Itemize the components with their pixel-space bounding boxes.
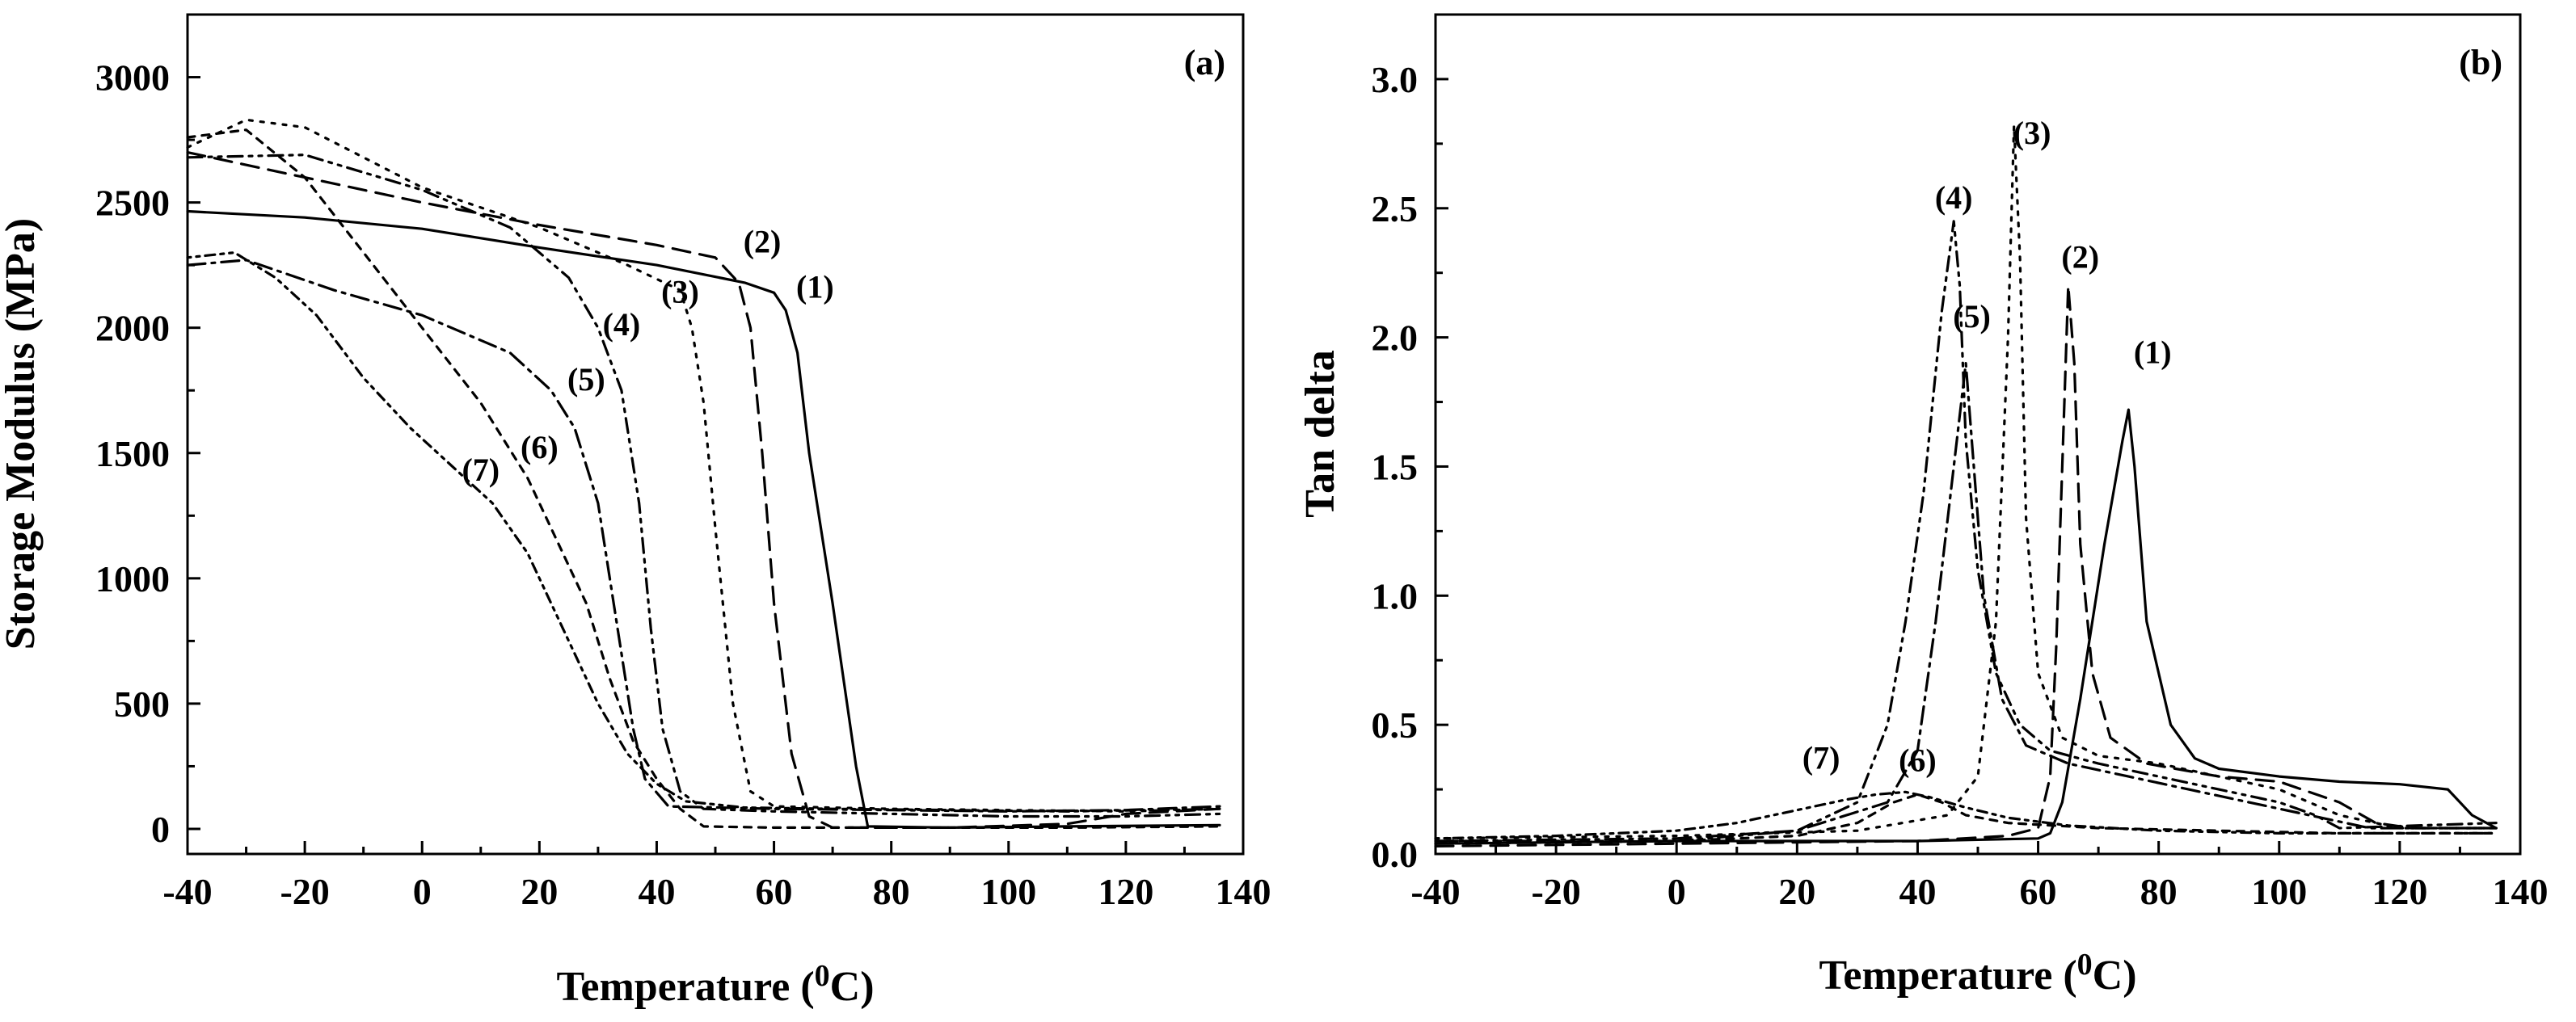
series-label-3: (3) [2013,115,2051,151]
series-line-6 [186,128,1221,829]
x-tick-label: -40 [1410,871,1460,912]
series-line-2 [186,151,1221,829]
y-tick-label: 1000 [95,558,170,599]
series-line-3 [1434,124,2498,840]
x-tick-label: 60 [756,871,793,912]
y-tick-label: 1.5 [1372,446,1419,487]
series-line-4 [1434,220,2498,845]
y-tick-label: 2.0 [1372,318,1419,359]
x-tick-label: 20 [521,871,558,912]
panel-label: (b) [2459,43,2502,82]
series-line-1 [186,209,1221,829]
series-label-5: (5) [1953,298,1991,334]
plot-frame [186,13,1245,856]
series-label-2: (2) [744,224,782,260]
series-label-3: (3) [661,274,699,310]
x-tick-label: 40 [1899,871,1936,912]
plot-frame [1434,13,2522,856]
series-label-4: (4) [603,306,641,343]
series-line-7 [186,251,1221,813]
x-axis-title: Temperature (0C) [1819,948,2136,999]
x-tick-label: 80 [2140,871,2178,912]
y-tick-label: 2500 [95,183,170,224]
x-tick-label: -20 [1531,871,1580,912]
series-line-1 [1434,408,2498,845]
y-tick-label: 0.5 [1372,704,1419,746]
series-label-5: (5) [567,361,605,397]
x-tick-label: 60 [2020,871,2057,912]
x-tick-label: -20 [280,871,329,912]
series-label-7: (7) [1802,740,1840,776]
x-tick-label: 140 [1216,871,1271,912]
x-tick-label: 0 [413,871,432,912]
series-label-4: (4) [1935,179,1973,216]
series-line-7 [1434,790,2498,840]
y-tick-label: 2000 [95,308,170,349]
y-tick-label: 3000 [95,57,170,99]
series-line-4 [186,154,1221,818]
x-tick-label: 100 [980,871,1036,912]
panel-b-tan-delta-chart: -40 -20 0 20 40 60 80 100 120 140 0.0 0.5 1.0 1.5 2.0 2… [1297,13,2549,999]
series-label-2: (2) [2061,238,2099,275]
y-axis-title: Tan delta [1297,350,1343,518]
series-line-6 [1434,793,2498,843]
x-tick-label: 120 [2372,871,2427,912]
series-line-2 [1434,284,2498,847]
series-label-1: (1) [796,268,834,305]
panel-label: (a) [1184,43,1225,82]
x-axis-title: Temperature (0C) [556,959,874,1010]
y-tick-label: 3.0 [1372,59,1419,100]
series-line-5 [186,259,1221,813]
x-tick-label: 80 [873,871,910,912]
x-tick-label: -40 [162,871,212,912]
series-label-1: (1) [2134,334,2172,371]
x-tick-label: 100 [2251,871,2307,912]
x-tick-label: 40 [638,871,675,912]
x-tick-label: 120 [1098,871,1153,912]
y-tick-label: 1500 [95,433,170,474]
x-tick-label: 0 [1667,871,1686,912]
y-tick-label: 0.0 [1372,834,1419,875]
series-label-7: (7) [462,452,500,488]
y-tick-label: 1.0 [1372,575,1419,616]
series-label-6: (6) [521,429,559,465]
y-tick-label: 2.5 [1372,188,1419,229]
x-tick-label: 140 [2493,871,2549,912]
y-tick-label: 500 [114,683,170,725]
series-line-5 [1434,362,2498,843]
x-tick-label: 20 [1778,871,1815,912]
y-axis-title: Storage Modulus (MPa) [0,218,44,650]
panel-a-storage-modulus-chart: -40 -20 0 20 40 60 80 100 120 140 0 500 1000 1500 2000… [0,13,1271,1010]
y-tick-label: 0 [151,809,170,850]
series-label-6: (6) [1899,742,1937,779]
